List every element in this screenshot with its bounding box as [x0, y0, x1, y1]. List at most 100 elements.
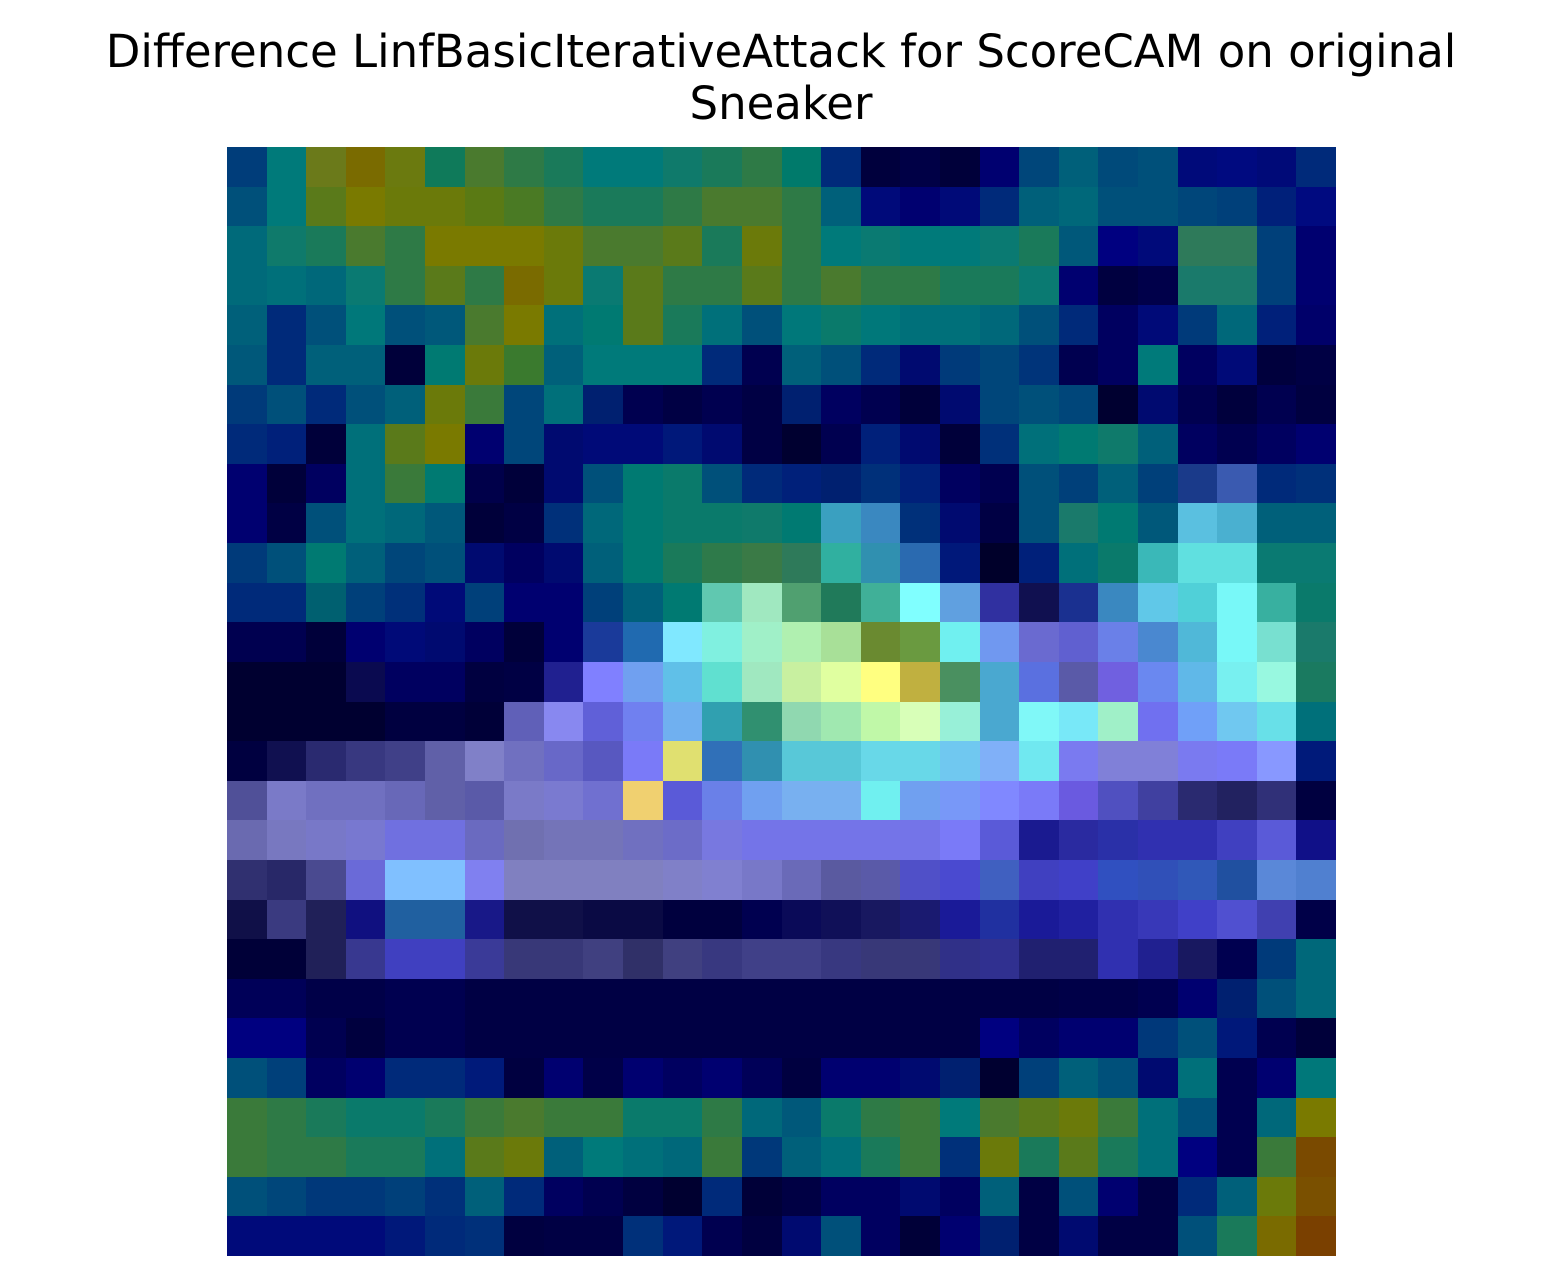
- heatmap-cell: [504, 424, 544, 464]
- heatmap-cell: [306, 147, 346, 187]
- heatmap-cell: [1137, 1137, 1178, 1177]
- heatmap-cell: [1256, 305, 1297, 346]
- heatmap-cell: [345, 661, 386, 702]
- heatmap-cell: [702, 424, 742, 464]
- heatmap-cell: [1296, 543, 1336, 583]
- heatmap-cell: [939, 424, 980, 464]
- heatmap-cell: [900, 186, 940, 227]
- heatmap-cell: [821, 622, 861, 662]
- heatmap-cell: [385, 424, 426, 464]
- heatmap-cell: [425, 265, 465, 306]
- heatmap-cell: [1256, 226, 1297, 266]
- heatmap-cell: [1256, 582, 1297, 623]
- heatmap-cell: [227, 1097, 267, 1138]
- heatmap-cell: [266, 780, 307, 821]
- heatmap-cell: [1098, 424, 1138, 464]
- heatmap-cell: [504, 384, 544, 425]
- heatmap-cell: [821, 424, 861, 464]
- heatmap-cell: [702, 1097, 742, 1138]
- heatmap-cell: [741, 582, 782, 623]
- heatmap-cell: [345, 463, 386, 504]
- heatmap-cell: [1217, 1216, 1257, 1256]
- heatmap-cell: [979, 226, 1020, 266]
- heatmap-cell: [1137, 939, 1178, 979]
- heatmap-cell: [623, 147, 663, 187]
- heatmap-cell: [464, 622, 505, 662]
- heatmap-cell: [662, 147, 703, 187]
- heatmap-cell: [781, 543, 822, 583]
- heatmap-cell: [860, 820, 901, 860]
- heatmap-cell: [504, 939, 544, 979]
- heatmap-cell: [623, 1057, 663, 1098]
- heatmap-cell: [385, 503, 426, 544]
- heatmap-cell: [1256, 384, 1297, 425]
- heatmap-cell: [1098, 1097, 1138, 1138]
- heatmap-cell: [266, 226, 307, 266]
- heatmap-cell: [860, 939, 901, 979]
- heatmap-cell: [1137, 543, 1178, 583]
- heatmap-cell: [821, 1216, 861, 1256]
- heatmap-cell: [623, 582, 663, 623]
- heatmap-cell: [425, 305, 465, 346]
- heatmap-cell: [900, 741, 940, 781]
- heatmap-cell: [1019, 820, 1059, 860]
- heatmap-cell: [1177, 1176, 1218, 1217]
- heatmap-cell: [1217, 1057, 1257, 1098]
- heatmap-cell: [623, 1137, 663, 1177]
- heatmap-cell: [385, 820, 426, 860]
- heatmap-cell: [1098, 582, 1138, 623]
- heatmap-cell: [543, 741, 584, 781]
- heatmap-cell: [1137, 424, 1178, 464]
- heatmap-cell: [306, 226, 346, 266]
- heatmap-cell: [543, 186, 584, 227]
- heatmap-cell: [504, 1137, 544, 1177]
- heatmap-cell: [385, 543, 426, 583]
- heatmap-cell: [1217, 622, 1257, 662]
- heatmap-cell: [623, 384, 663, 425]
- heatmap-cell: [1177, 1097, 1218, 1138]
- heatmap-cell: [227, 622, 267, 662]
- heatmap-cell: [306, 780, 346, 821]
- heatmap-cell: [1058, 265, 1099, 306]
- heatmap-cell: [583, 978, 624, 1019]
- heatmap-cell: [464, 1057, 505, 1098]
- heatmap-cell: [1296, 147, 1336, 187]
- heatmap-cell: [860, 305, 901, 346]
- heatmap-cell: [583, 503, 624, 544]
- heatmap-cell: [464, 899, 505, 940]
- heatmap-cell: [979, 543, 1020, 583]
- heatmap-cell: [583, 859, 624, 900]
- heatmap-cell: [623, 820, 663, 860]
- heatmap-cell: [504, 503, 544, 544]
- heatmap-cell: [821, 661, 861, 702]
- heatmap-cell: [345, 1137, 386, 1177]
- heatmap-cell: [583, 780, 624, 821]
- heatmap-cell: [1177, 622, 1218, 662]
- heatmap-cell: [979, 820, 1020, 860]
- heatmap-cell: [385, 661, 426, 702]
- heatmap-cell: [1217, 1137, 1257, 1177]
- heatmap-cell: [345, 1097, 386, 1138]
- heatmap-cell: [266, 384, 307, 425]
- heatmap-cell: [1217, 741, 1257, 781]
- heatmap-cell: [860, 1057, 901, 1098]
- heatmap-cell: [425, 622, 465, 662]
- heatmap-cell: [1177, 582, 1218, 623]
- heatmap-cell: [227, 820, 267, 860]
- heatmap-cell: [900, 622, 940, 662]
- heatmap-cell: [543, 859, 584, 900]
- heatmap-cell: [1256, 186, 1297, 227]
- heatmap-cell: [504, 226, 544, 266]
- heatmap-cell: [979, 978, 1020, 1019]
- heatmap-cell: [781, 1097, 822, 1138]
- heatmap-cell: [1019, 859, 1059, 900]
- heatmap-cell: [1098, 345, 1138, 385]
- heatmap-cell: [464, 1176, 505, 1217]
- heatmap-cell: [781, 978, 822, 1019]
- heatmap-cell: [1058, 1097, 1099, 1138]
- heatmap-cell: [781, 305, 822, 346]
- heatmap-cell: [266, 265, 307, 306]
- heatmap-cell: [702, 503, 742, 544]
- heatmap-cell: [345, 424, 386, 464]
- heatmap-cell: [860, 741, 901, 781]
